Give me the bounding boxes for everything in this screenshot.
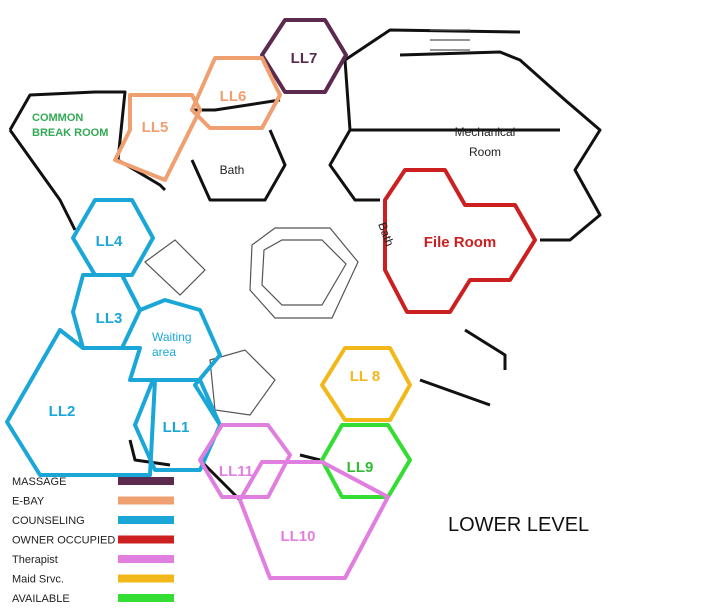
- label-ll4: LL4: [96, 233, 123, 250]
- zone-ll11[interactable]: [198, 423, 292, 499]
- legend-swatch: [118, 516, 174, 524]
- legend-label: Maid Srvc.: [12, 574, 64, 586]
- plan-title: LOWER LEVEL: [448, 514, 589, 536]
- label-ll11: LL11: [219, 463, 253, 480]
- label-waiting: Waiting: [152, 330, 192, 344]
- zone-ll7[interactable]: [260, 18, 348, 94]
- label-bath-side: Bath: [375, 220, 397, 248]
- label-ll1: LL1: [163, 419, 190, 436]
- legend-swatch: [118, 555, 174, 563]
- zone-ll2[interactable]: [5, 328, 157, 477]
- zone-ll6[interactable]: [190, 56, 282, 130]
- label-break-room: BREAK ROOM: [32, 127, 108, 139]
- legend-swatch: [118, 594, 174, 602]
- label-ll2: LL2: [49, 403, 76, 420]
- zone-ll8[interactable]: [320, 346, 412, 422]
- legend-label: OWNER OCCUPIED: [12, 535, 115, 547]
- zone-file-room[interactable]: [383, 168, 537, 314]
- label-common: COMMON: [32, 112, 83, 124]
- label-ll9: LL9: [347, 459, 374, 476]
- zone-ll9[interactable]: [320, 423, 412, 499]
- legend-label: Therapist: [12, 554, 58, 566]
- label-ll10: LL10: [280, 528, 315, 545]
- legend-label: AVAILABLE: [12, 593, 70, 605]
- legend-swatch: [118, 496, 174, 505]
- label-ll8: LL 8: [350, 368, 381, 385]
- label-ll7: LL7: [291, 50, 318, 67]
- legend-swatch: [118, 574, 174, 583]
- zone-ll10[interactable]: [238, 460, 390, 580]
- label-ll6: LL6: [220, 88, 247, 105]
- zone-counseling-waiting[interactable]: [120, 274, 222, 427]
- legend-label: MASSAGE: [12, 476, 66, 488]
- legend-label: E-BAY: [12, 496, 45, 508]
- label-ll3: LL3: [96, 310, 123, 327]
- legend-label: COUNSELING: [12, 515, 85, 527]
- legend: MASSAGE E-BAY COUNSELING OWNER OCCUPIED Ther…: [12, 476, 174, 605]
- building-walls: [8, 28, 602, 502]
- label-file-room: File Room: [424, 234, 497, 251]
- interior-details: [144, 29, 470, 416]
- legend-swatch: [118, 535, 174, 544]
- label-bath-top: Bath: [220, 163, 245, 177]
- label-mechanical: Mechanical: [455, 125, 516, 139]
- label-ll5: LL5: [142, 119, 169, 136]
- legend-swatch: [118, 477, 174, 485]
- label-room: Room: [469, 145, 501, 159]
- zone-ll5[interactable]: [113, 93, 202, 182]
- label-area: area: [152, 345, 176, 359]
